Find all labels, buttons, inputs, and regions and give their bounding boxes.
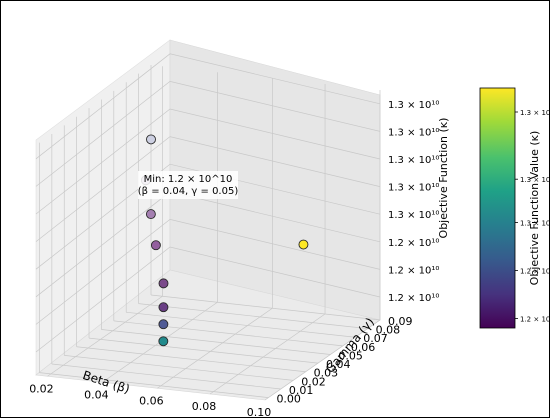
- z-tick-label: 1.3 × 10¹⁰: [388, 127, 439, 138]
- x-grid-line: [264, 319, 381, 401]
- annotation-line-1: Min: 1.2 × 10^10: [144, 174, 233, 185]
- colorbar: 1.3 × 10¹⁰ 1.3 × 10¹⁰ 1.3 × 10¹⁰ 1.2 × 10¹⁰…: [479, 87, 550, 329]
- z-grid-line: [35, 219, 381, 325]
- y-tick-label: 0.06: [351, 341, 376, 354]
- z-tick-label: 1.3 × 10¹⁰: [388, 210, 439, 221]
- y-tick-label: 0.09: [388, 315, 413, 328]
- y-grid-line: [126, 311, 356, 338]
- colorbar-label: Objective Function Value (ĸ): [528, 131, 541, 286]
- min-annotation: Min: 1.2 × 10^10 (β = 0.04, γ = 0.05): [138, 171, 239, 199]
- scatter-point: [146, 134, 156, 145]
- z-grid-line: [35, 163, 381, 270]
- z-tick-label: 1.2 × 10¹⁰: [388, 265, 439, 276]
- y-grid-line: [39, 372, 269, 398]
- scatter-point: [150, 240, 161, 251]
- y-grid-line: [101, 329, 331, 355]
- colorbar-tick-label: 1.3 × 10¹⁰: [520, 109, 550, 117]
- x-tick-label: 0.04: [84, 388, 109, 401]
- y-tick-label: 0.07: [363, 332, 388, 345]
- y-grid-line: [76, 346, 306, 373]
- scatter-point: [298, 239, 309, 250]
- axes-panes: [35, 39, 381, 401]
- y-tick-label: 0.04: [326, 358, 351, 371]
- y-tick-label: 0.05: [338, 349, 363, 362]
- z-grid-line: [35, 246, 381, 353]
- scatter-point: [158, 278, 169, 289]
- y-grid-line: [113, 320, 343, 347]
- scatter-point: [158, 319, 169, 330]
- colorbar-tick-label: 1.3 × 10¹⁰: [520, 176, 550, 184]
- x-grid-line: [157, 307, 273, 389]
- scatter-point: [145, 209, 156, 220]
- y-grid-line: [138, 303, 368, 329]
- x-tick-label: 0.06: [139, 394, 164, 407]
- z-tick-label: 1.3 × 10¹⁰: [388, 183, 439, 194]
- y-tick-label: 0.02: [301, 375, 326, 388]
- colorbar-tick-label: 1.2 × 10¹⁰: [520, 267, 550, 275]
- y-tick-label: 0.01: [289, 384, 314, 397]
- scatter-point: [158, 336, 169, 347]
- annotation-line-2: (β = 0.04, γ = 0.05): [138, 186, 239, 197]
- x-tick-label: 0.08: [192, 400, 217, 413]
- y-tick-label: 0.03: [314, 367, 339, 380]
- y-tick-label: 0.00: [276, 393, 301, 406]
- colorbar-tick-label: 1.3 × 10¹⁰: [520, 219, 550, 227]
- y-grid-line: [150, 294, 381, 321]
- z-axis-label: Objective Function (ĸ): [437, 118, 450, 239]
- axis-ticks: 0.02 0.04 0.06 0.08 0.100.000.010.020.030.04…: [29, 100, 439, 418]
- z-tick-label: 1.3 × 10¹⁰: [388, 100, 439, 111]
- colorbar-gradient: [479, 87, 516, 329]
- y-grid-line: [64, 355, 294, 381]
- y-grid-line: [51, 363, 281, 390]
- annotation-box: [138, 171, 238, 199]
- z-tick-label: 1.2 × 10¹⁰: [388, 238, 439, 249]
- y-tick-label: 0.08: [376, 324, 401, 337]
- z-grid-line: [35, 108, 381, 215]
- z-grid-line: [35, 136, 381, 242]
- z-tick-label: 1.3 × 10¹⁰: [388, 155, 439, 166]
- y-grid-line: [88, 337, 319, 364]
- z-tick-label: 1.2 × 10¹⁰: [388, 293, 439, 304]
- x-grid-line: [47, 295, 163, 377]
- z-grid-line: [35, 53, 381, 160]
- z-grid-line: [35, 81, 381, 187]
- scatter-point: [158, 302, 169, 313]
- x-tick-label: 0.10: [247, 406, 272, 418]
- colorbar-tick-label: 1.2 × 10¹⁰: [520, 315, 550, 323]
- x-grid-line: [209, 313, 326, 395]
- colorbar-ticks: 1.3 × 10¹⁰ 1.3 × 10¹⁰ 1.3 × 10¹⁰ 1.2 × 10¹⁰…: [515, 109, 550, 323]
- x-tick-label: 0.02: [29, 382, 54, 395]
